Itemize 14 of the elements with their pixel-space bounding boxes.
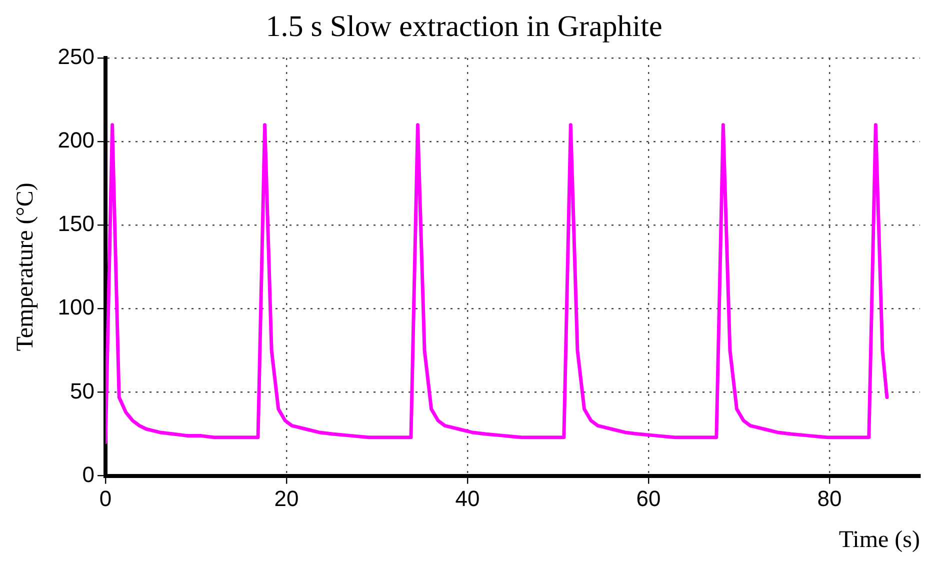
x-tick-label: 60 — [636, 486, 661, 512]
x-tick-label: 0 — [99, 486, 112, 512]
x-tick-label: 80 — [817, 486, 842, 512]
y-tick-label: 0 — [82, 462, 95, 487]
x-axis-title: Time (s) — [838, 526, 920, 553]
y-tick-label: 100 — [58, 294, 95, 320]
x-tick-label: 40 — [455, 486, 480, 512]
y-tick-label: 50 — [70, 378, 95, 404]
y-tick-label: 200 — [58, 128, 95, 153]
chart-title: 1.5 s Slow extraction in Graphite — [266, 10, 662, 43]
y-axis-title: Temperature (°C) — [12, 182, 39, 352]
x-tick-label: 20 — [274, 486, 299, 512]
y-tick-label: 250 — [58, 44, 95, 70]
y-tick-label: 150 — [58, 211, 95, 236]
